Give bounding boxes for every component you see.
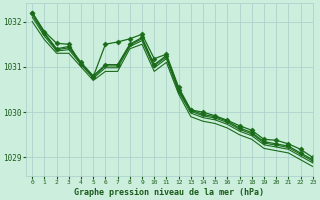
X-axis label: Graphe pression niveau de la mer (hPa): Graphe pression niveau de la mer (hPa) (75, 188, 264, 197)
